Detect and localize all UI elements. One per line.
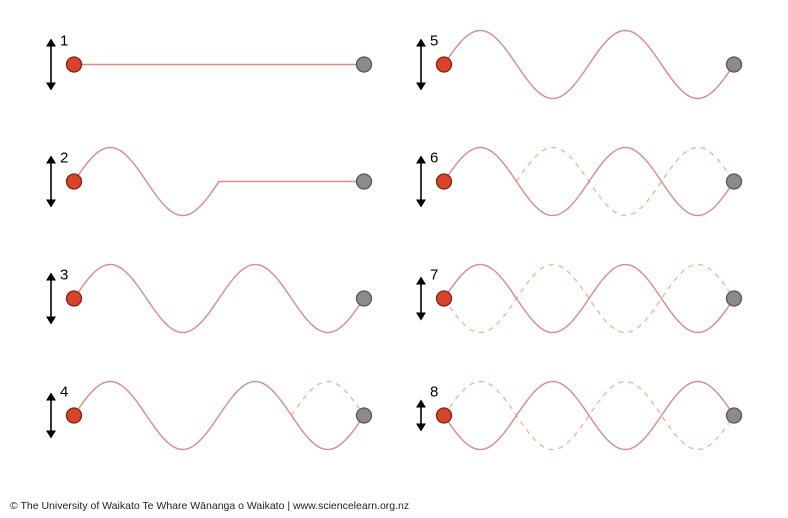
panel-5: 5 — [394, 16, 764, 133]
panel-6: 6 — [394, 133, 764, 250]
wave-svg: 4 — [24, 367, 394, 484]
panel-8: 8 — [394, 367, 764, 484]
wave-svg: 8 — [394, 367, 764, 484]
panel-1: 1 — [24, 16, 394, 133]
panel-label: 7 — [430, 267, 438, 284]
panel-2: 2 — [24, 133, 394, 250]
wave-svg: 1 — [24, 16, 394, 133]
panel-label: 3 — [60, 267, 68, 284]
panel-7: 7 — [394, 250, 764, 367]
panel-label: 4 — [60, 384, 68, 401]
credit-line: © The University of Waikato Te Whare Wān… — [10, 500, 409, 512]
panel-3: 3 — [24, 250, 394, 367]
panel-label: 1 — [60, 33, 68, 50]
diagram-grid: 1 5 2 6 3 7 4 8 — [0, 0, 788, 488]
wave-svg: 2 — [24, 133, 394, 250]
wave-svg: 6 — [394, 133, 764, 250]
panel-label: 8 — [430, 384, 438, 401]
panel-label: 2 — [60, 150, 68, 167]
panel-4: 4 — [24, 367, 394, 484]
panel-label: 5 — [430, 33, 438, 50]
wave-svg: 3 — [24, 250, 394, 367]
wave-svg: 7 — [394, 250, 764, 367]
panel-label: 6 — [430, 150, 438, 167]
wave-svg: 5 — [394, 16, 764, 133]
